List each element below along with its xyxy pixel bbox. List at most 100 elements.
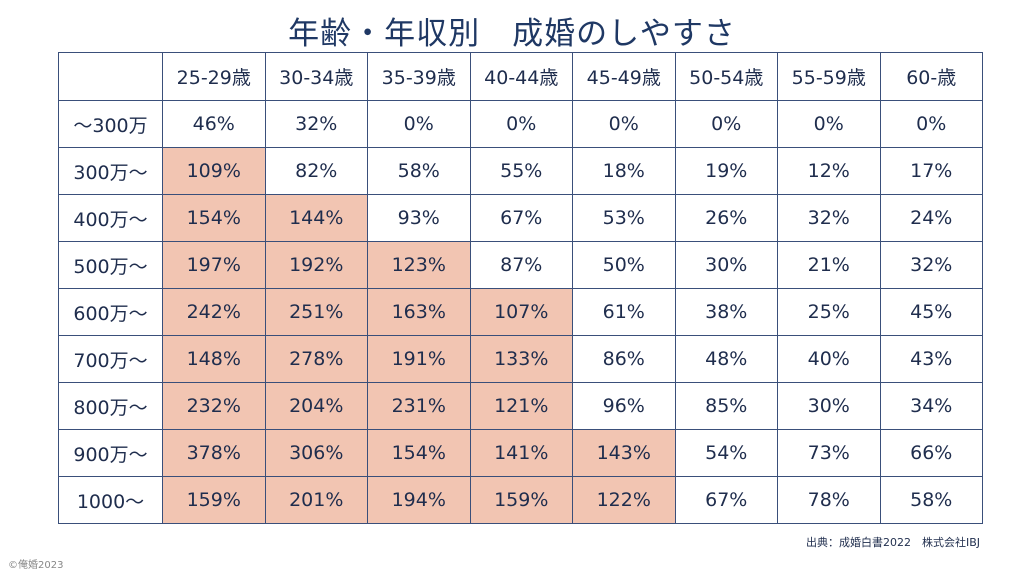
- corner-cell: [58, 52, 163, 101]
- table-cell: 141%: [469, 429, 573, 477]
- table-cell: 58%: [367, 147, 471, 195]
- row-header: 600万〜: [58, 288, 163, 336]
- table-cell: 85%: [674, 382, 778, 430]
- table-cell: 67%: [469, 194, 573, 242]
- table-cell: 78%: [777, 476, 881, 524]
- table-row: 800万〜 232% 204% 231% 121% 96% 85% 30% 34%: [58, 382, 983, 430]
- table-cell: 0%: [469, 100, 573, 148]
- table-cell: 306%: [264, 429, 368, 477]
- row-header: 700万〜: [58, 335, 163, 383]
- table-cell: 66%: [879, 429, 983, 477]
- table-cell: 197%: [162, 241, 266, 289]
- table-cell: 191%: [367, 335, 471, 383]
- table-cell: 93%: [367, 194, 471, 242]
- table-cell: 107%: [469, 288, 573, 336]
- table-cell: 96%: [572, 382, 676, 430]
- table-cell: 154%: [367, 429, 471, 477]
- table-cell: 54%: [674, 429, 778, 477]
- table-cell: 133%: [469, 335, 573, 383]
- table-cell: 21%: [777, 241, 881, 289]
- table-row: 600万〜 242% 251% 163% 107% 61% 38% 25% 45%: [58, 288, 983, 336]
- row-header: 〜300万: [58, 100, 163, 148]
- table-cell: 43%: [879, 335, 983, 383]
- table-cell: 26%: [674, 194, 778, 242]
- row-header: 500万〜: [58, 241, 163, 289]
- table-row: 400万〜 154% 144% 93% 67% 53% 26% 32% 24%: [58, 194, 983, 242]
- table-cell: 24%: [879, 194, 983, 242]
- table-cell: 0%: [572, 100, 676, 148]
- row-header: 1000〜: [58, 476, 163, 524]
- table-body: 〜300万 46% 32% 0% 0% 0% 0% 0% 0% 300万〜 109% 82% 58% 55…: [58, 100, 983, 524]
- table-cell: 58%: [879, 476, 983, 524]
- table-cell: 87%: [469, 241, 573, 289]
- table-row: 900万〜 378% 306% 154% 141% 143% 54% 73% 66%: [58, 429, 983, 477]
- table-cell: 159%: [162, 476, 266, 524]
- table-cell: 86%: [572, 335, 676, 383]
- table-cell: 55%: [469, 147, 573, 195]
- row-header: 800万〜: [58, 382, 163, 430]
- column-header: 25-29歳: [162, 52, 266, 101]
- table-cell: 201%: [264, 476, 368, 524]
- table-cell: 204%: [264, 382, 368, 430]
- column-header: 45-49歳: [572, 52, 676, 101]
- table-cell: 278%: [264, 335, 368, 383]
- chart-title: 年齢・年収別 成婚のしやすさ: [288, 16, 736, 52]
- table-cell: 18%: [572, 147, 676, 195]
- table-cell: 143%: [572, 429, 676, 477]
- row-header: 300万〜: [58, 147, 163, 195]
- copyright-note: ©俺婚2023: [8, 560, 64, 571]
- table-cell: 159%: [469, 476, 573, 524]
- column-header: 60-歳: [879, 52, 983, 101]
- table-cell: 45%: [879, 288, 983, 336]
- header-row: 25-29歳 30-34歳 35-39歳 40-44歳 45-49歳 50-54歳 55-5…: [58, 52, 983, 101]
- table-cell: 144%: [264, 194, 368, 242]
- table-cell: 50%: [572, 241, 676, 289]
- column-header: 35-39歳: [367, 52, 471, 101]
- table-row: 1000〜 159% 201% 194% 159% 122% 67% 78% 58%: [58, 476, 983, 524]
- table-cell: 46%: [162, 100, 266, 148]
- table-cell: 53%: [572, 194, 676, 242]
- table-cell: 109%: [162, 147, 266, 195]
- row-header: 400万〜: [58, 194, 163, 242]
- table-row: 〜300万 46% 32% 0% 0% 0% 0% 0% 0%: [58, 100, 983, 148]
- table-cell: 25%: [777, 288, 881, 336]
- column-header: 30-34歳: [264, 52, 368, 101]
- source-note: 出典：成婚白書2022 株式会社IBJ: [805, 536, 980, 549]
- table-cell: 0%: [674, 100, 778, 148]
- table-cell: 194%: [367, 476, 471, 524]
- table-cell: 61%: [572, 288, 676, 336]
- table-cell: 67%: [674, 476, 778, 524]
- table-cell: 12%: [777, 147, 881, 195]
- column-header: 55-59歳: [777, 52, 881, 101]
- table-cell: 38%: [674, 288, 778, 336]
- table-cell: 0%: [879, 100, 983, 148]
- table-cell: 163%: [367, 288, 471, 336]
- table-cell: 17%: [879, 147, 983, 195]
- table-cell: 30%: [777, 382, 881, 430]
- table-cell: 231%: [367, 382, 471, 430]
- table-header: 25-29歳 30-34歳 35-39歳 40-44歳 45-49歳 50-54歳 55-5…: [58, 52, 983, 101]
- table-cell: 34%: [879, 382, 983, 430]
- table-cell: 251%: [264, 288, 368, 336]
- table-row: 300万〜 109% 82% 58% 55% 18% 19% 12% 17%: [58, 147, 983, 195]
- table-cell: 154%: [162, 194, 266, 242]
- table-cell: 32%: [777, 194, 881, 242]
- table-cell: 123%: [367, 241, 471, 289]
- table-cell: 73%: [777, 429, 881, 477]
- table-cell: 122%: [572, 476, 676, 524]
- data-table: 25-29歳 30-34歳 35-39歳 40-44歳 45-49歳 50-54歳 55-5…: [58, 52, 983, 524]
- table-cell: 232%: [162, 382, 266, 430]
- table-cell: 242%: [162, 288, 266, 336]
- table-cell: 378%: [162, 429, 266, 477]
- table-cell: 32%: [879, 241, 983, 289]
- table-cell: 30%: [674, 241, 778, 289]
- table-cell: 0%: [777, 100, 881, 148]
- table-cell: 32%: [264, 100, 368, 148]
- table-cell: 148%: [162, 335, 266, 383]
- table-cell: 192%: [264, 241, 368, 289]
- column-header: 40-44歳: [469, 52, 573, 101]
- table-cell: 19%: [674, 147, 778, 195]
- table-cell: 40%: [777, 335, 881, 383]
- table-cell: 82%: [264, 147, 368, 195]
- table-cell: 0%: [367, 100, 471, 148]
